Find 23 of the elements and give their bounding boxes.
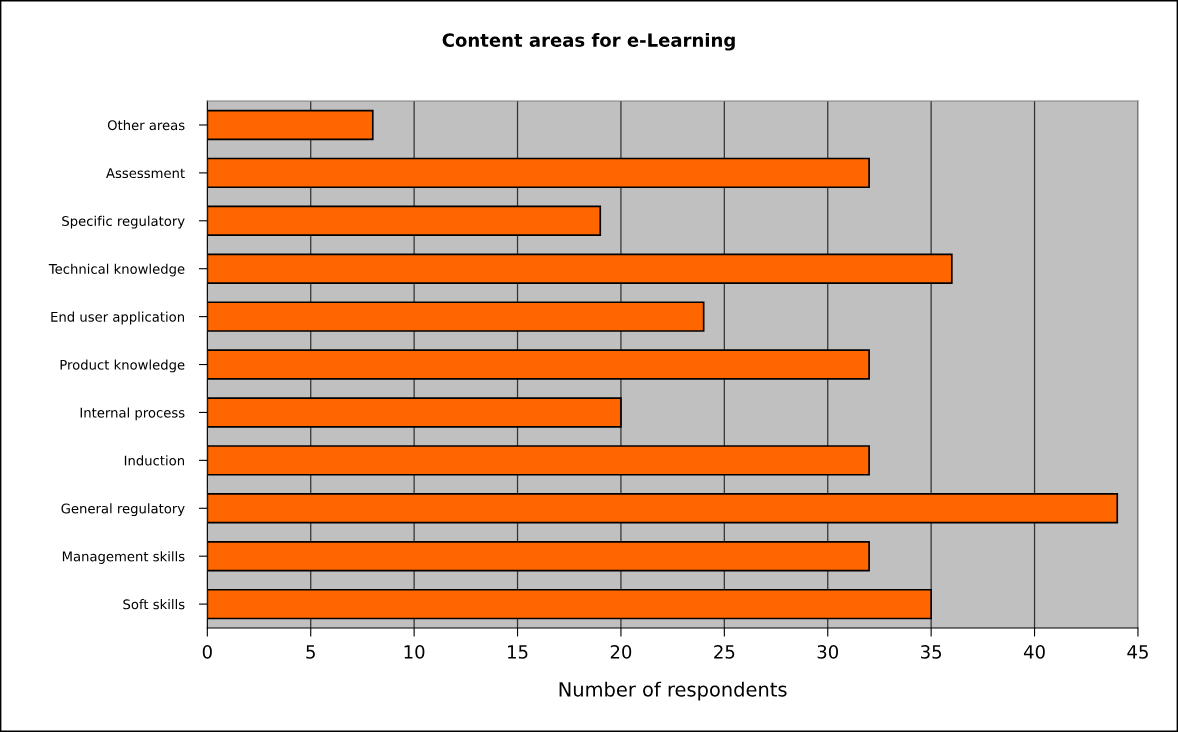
- y-tick-label: Induction: [124, 455, 184, 466]
- x-tick-label: 10: [404, 645, 425, 659]
- x-tick-label: 15: [508, 645, 528, 659]
- y-tick-label: Product knowledge: [60, 359, 185, 373]
- y-tick-label: Technical knowledge: [48, 263, 185, 277]
- y-tick-label: End user application: [51, 311, 184, 325]
- chart-title: Content areas for e-Learning: [442, 32, 735, 51]
- x-tick-label: 0: [202, 645, 212, 659]
- x-tick-label: 25: [714, 645, 735, 659]
- x-tick-label: 45: [1127, 645, 1148, 659]
- x-tick-label: 35: [921, 645, 942, 659]
- y-tick-label: Management skills: [62, 551, 185, 564]
- y-tick-label: General regulatory: [61, 503, 185, 517]
- x-tick-label: 30: [817, 645, 839, 659]
- y-tick-label: Soft skills: [123, 599, 185, 610]
- y-tick-label: Specific regulatory: [62, 215, 185, 229]
- y-tick-label: Other areas: [107, 119, 185, 131]
- y-tick-label: Internal process: [80, 407, 185, 421]
- y-tick-label: Assessment: [106, 168, 185, 179]
- x-tick-label: 20: [610, 645, 632, 659]
- x-tick-label: 5: [306, 645, 315, 659]
- x-axis-title: Number of respondents: [559, 681, 787, 701]
- x-tick-label: 40: [1023, 645, 1045, 659]
